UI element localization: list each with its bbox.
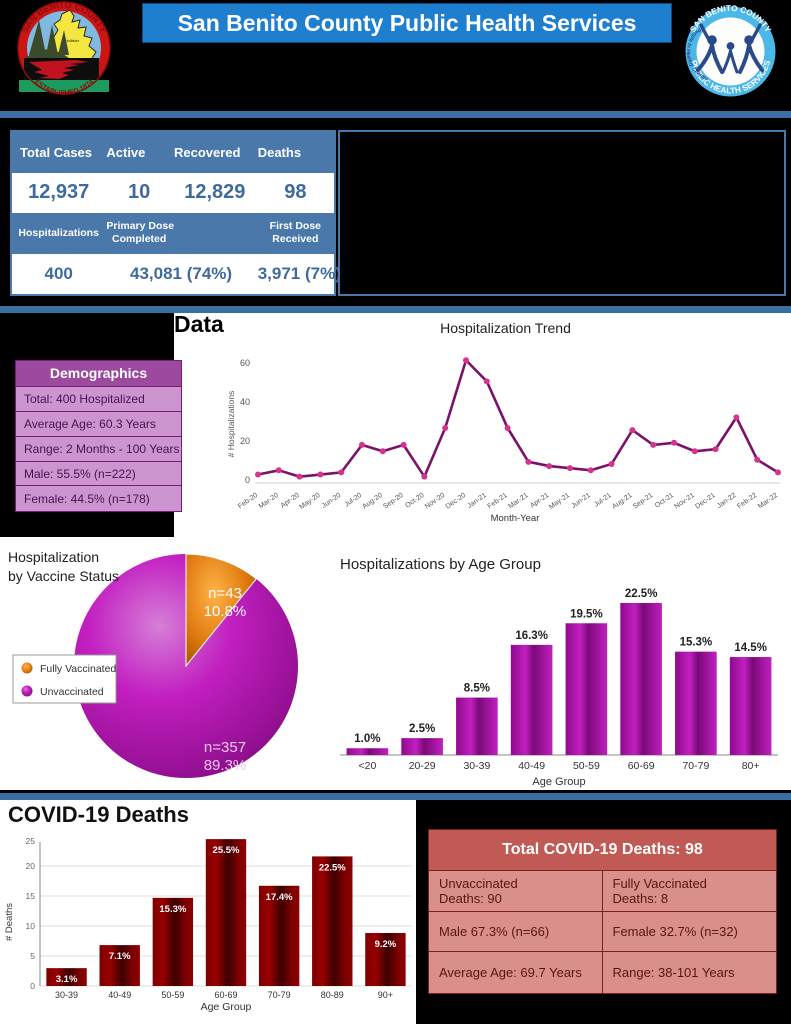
svg-text:Dec-21: Dec-21 (694, 492, 717, 511)
svg-text:30-39: 30-39 (55, 990, 78, 1000)
svg-text:May-20: May-20 (298, 492, 321, 511)
svg-text:Dec-20: Dec-20 (445, 492, 468, 511)
svg-text:3.1%: 3.1% (56, 974, 78, 985)
svg-text:25.5%: 25.5% (213, 845, 240, 856)
svg-text:Apr-20: Apr-20 (280, 492, 301, 510)
svg-text:2.5%: 2.5% (409, 723, 435, 735)
svg-text:40-49: 40-49 (108, 990, 131, 1000)
svg-text:15.3%: 15.3% (159, 904, 186, 915)
svg-text:Age Group: Age Group (532, 776, 585, 788)
svg-text:80-89: 80-89 (321, 990, 344, 1000)
svg-text:Nov-21: Nov-21 (673, 492, 696, 511)
svg-text:20-29: 20-29 (409, 760, 436, 772)
svg-text:70-79: 70-79 (268, 990, 291, 1000)
svg-text:15: 15 (26, 891, 36, 901)
svg-text:May-21: May-21 (548, 492, 571, 511)
svg-text:40: 40 (240, 397, 250, 407)
svg-text:60-69: 60-69 (628, 760, 655, 772)
svg-text:Feb-21: Feb-21 (487, 492, 509, 511)
svg-text:10.8%: 10.8% (204, 603, 247, 620)
svg-text:# Deaths: # Deaths (4, 903, 15, 941)
svg-text:Jun-21: Jun-21 (570, 492, 592, 510)
svg-text:n=357: n=357 (204, 739, 246, 756)
svg-text:50-59: 50-59 (573, 760, 600, 772)
svg-text:25: 25 (26, 836, 36, 846)
svg-text:90+: 90+ (378, 990, 393, 1000)
svg-text:Jul-21: Jul-21 (593, 492, 613, 509)
svg-text:50-59: 50-59 (161, 990, 184, 1000)
svg-text:Nov-20: Nov-20 (424, 492, 447, 511)
svg-text:Sep-21: Sep-21 (632, 492, 655, 511)
svg-text:0: 0 (245, 475, 250, 485)
svg-text:9.2%: 9.2% (375, 939, 397, 950)
svg-text:22.5%: 22.5% (625, 588, 658, 600)
svg-text:7.1%: 7.1% (109, 951, 131, 962)
svg-text:# Hospitalizations: # Hospitalizations (226, 391, 236, 458)
svg-text:Sep-20: Sep-20 (382, 492, 405, 511)
svg-text:Feb-22: Feb-22 (736, 492, 758, 511)
svg-text:Apr-21: Apr-21 (529, 492, 550, 510)
svg-text:22.5%: 22.5% (319, 862, 346, 873)
svg-text:Jan-22: Jan-22 (716, 492, 738, 510)
svg-text:14.5%: 14.5% (734, 642, 767, 654)
svg-text:5: 5 (30, 951, 35, 961)
svg-text:60-69: 60-69 (214, 990, 237, 1000)
svg-text:n=43: n=43 (208, 585, 242, 602)
svg-text:70-79: 70-79 (682, 760, 709, 772)
svg-text:19.5%: 19.5% (570, 608, 603, 620)
svg-text:<20: <20 (358, 760, 376, 772)
svg-text:0: 0 (30, 981, 35, 991)
svg-text:60: 60 (240, 358, 250, 368)
svg-text:30-39: 30-39 (463, 760, 490, 772)
svg-text:Oct-21: Oct-21 (654, 492, 675, 510)
svg-text:20: 20 (240, 436, 250, 446)
svg-text:1.0%: 1.0% (354, 733, 380, 745)
svg-text:Mar-20: Mar-20 (258, 492, 280, 511)
svg-text:17.4%: 17.4% (266, 892, 293, 903)
svg-text:Hollister: Hollister (65, 38, 80, 43)
svg-text:Fully Vaccinated: Fully Vaccinated (40, 663, 116, 675)
svg-text:Mar-22: Mar-22 (757, 492, 779, 511)
svg-text:20: 20 (26, 861, 36, 871)
svg-text:80+: 80+ (742, 760, 760, 772)
svg-text:Month-Year: Month-Year (491, 513, 540, 524)
svg-text:Jan-21: Jan-21 (466, 492, 488, 510)
svg-text:15.3%: 15.3% (680, 637, 713, 649)
svg-text:10: 10 (26, 921, 36, 931)
svg-text:Jul-20: Jul-20 (344, 492, 364, 509)
svg-text:8.5%: 8.5% (464, 683, 490, 695)
svg-text:Aug-20: Aug-20 (361, 492, 384, 511)
svg-text:Oct-20: Oct-20 (404, 492, 425, 510)
svg-text:Jun-20: Jun-20 (321, 492, 343, 510)
svg-text:16.3%: 16.3% (515, 630, 548, 642)
svg-text:89.3%: 89.3% (204, 757, 247, 774)
svg-text:Aug-21: Aug-21 (611, 492, 634, 511)
svg-text:40-49: 40-49 (518, 760, 545, 772)
svg-text:Mar-21: Mar-21 (507, 492, 529, 511)
svg-text:Age Group: Age Group (201, 1001, 252, 1013)
svg-text:Unvaccinated: Unvaccinated (40, 686, 104, 698)
svg-text:Feb-20: Feb-20 (237, 492, 259, 511)
